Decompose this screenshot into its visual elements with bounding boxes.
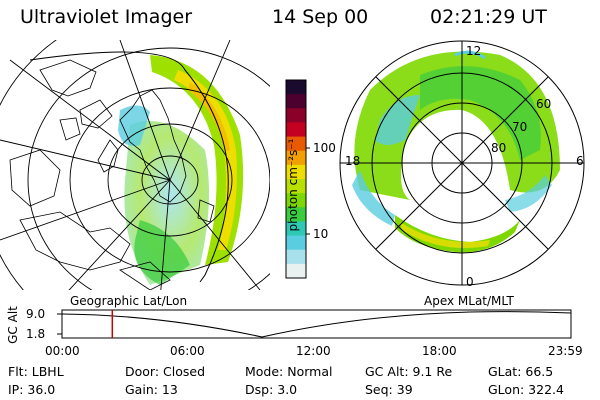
- altitude-curve: [61, 311, 572, 338]
- colorbar-segment: [286, 122, 306, 138]
- geographic-projection-label: Geographic Lat/Lon: [70, 294, 188, 308]
- instrument-title: Ultraviolet Imager: [20, 6, 193, 28]
- mlt-label-12: 12: [466, 44, 482, 58]
- lat-label-80: 80: [491, 141, 507, 155]
- altitude-plot: [57, 309, 572, 339]
- colorbar-segment: [286, 164, 306, 180]
- time-label: 02:21:29 UT: [430, 6, 547, 28]
- altitude-tick-min: 1.8: [26, 327, 46, 341]
- mlt-label-18: 18: [345, 154, 361, 168]
- altitude-axis-label: GC Alt: [5, 306, 20, 344]
- colorbar-unit-label: photon cm⁻²s⁻¹: [286, 138, 300, 232]
- mlt-label-6: 6: [576, 154, 584, 168]
- polar-plot: [339, 40, 585, 286]
- lat-label-60: 60: [536, 97, 552, 111]
- geographic-map: [0, 40, 270, 290]
- colorbar-segment: [286, 249, 306, 265]
- colorbar-segment: [286, 150, 306, 166]
- colorbar-tick-10: 10: [313, 227, 329, 241]
- colorbar-segment: [286, 179, 306, 194]
- mlt-label-0: 0: [466, 275, 474, 289]
- colorbar-segment: [286, 193, 306, 208]
- time-tick-1200: 12:00: [296, 344, 331, 358]
- aurora-emission-geographic: [118, 55, 244, 285]
- colorbar-segment: [286, 263, 306, 279]
- colorbar-segment: [286, 221, 306, 237]
- colorbar-segment: [286, 108, 306, 123]
- time-tick-0600: 06:00: [170, 344, 205, 358]
- date-label: 14 Sep 00: [272, 6, 369, 28]
- colorbar-tick-100: 100: [313, 141, 336, 155]
- apex-projection-label: Apex MLat/MLT: [424, 294, 514, 308]
- earth-limb: [29, 51, 229, 283]
- geo-grid: [0, 40, 270, 290]
- info-seq: Seq: 39: [365, 382, 413, 397]
- colorbar: [285, 79, 310, 279]
- info-dsp: Dsp: 3.0: [245, 382, 298, 397]
- info-glat: GLat: 66.5: [488, 364, 554, 379]
- info-glon: GLon: 322.4: [488, 382, 564, 397]
- lat-label-70: 70: [512, 120, 528, 134]
- altitude-tick-max: 9.0: [26, 307, 46, 321]
- info-filter: Flt: LBHL: [8, 364, 64, 379]
- colorbar-segment: [286, 80, 306, 95]
- colorbar-segment: [286, 207, 306, 222]
- time-tick-1800: 18:00: [422, 344, 457, 358]
- info-door: Door: Closed: [125, 364, 206, 379]
- colorbar-segment: [286, 94, 306, 109]
- time-tick-2359: 23:59: [548, 344, 583, 358]
- polar-grid: [340, 41, 584, 285]
- colorbar-segment: [286, 235, 306, 251]
- info-mode: Mode: Normal: [245, 364, 333, 379]
- info-gc-alt: GC Alt: 9.1 Re: [365, 364, 453, 379]
- info-ip: IP: 36.0: [8, 382, 56, 397]
- colorbar-segment: [286, 136, 306, 152]
- time-tick-0000: 00:00: [45, 344, 80, 358]
- info-gain: Gain: 13: [125, 382, 178, 397]
